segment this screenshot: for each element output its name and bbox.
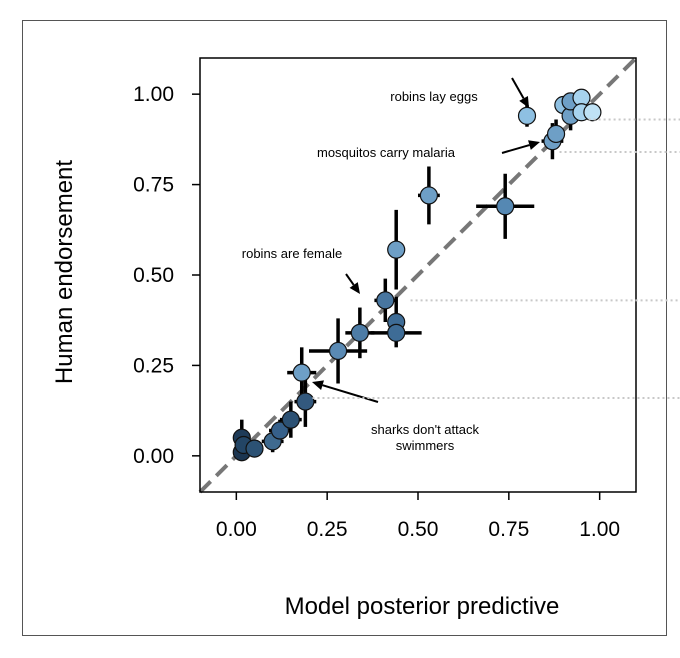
y-axis-label: Human endorsement [51, 160, 78, 384]
annotation-label-3-0: sharks don't attack [371, 422, 479, 437]
annotation-arrow-1 [501, 144, 530, 154]
data-point-5 [270, 421, 290, 440]
figure-frame [22, 20, 667, 636]
annotation-arrowhead-3 [312, 380, 324, 390]
x-tick-label-0: 0.00 [216, 518, 257, 541]
data-point-17 [517, 106, 537, 125]
y-tick-label-1: 0.25 [133, 354, 174, 377]
annotations-group: robins lay eggs mosquitos carry malaria ro… [242, 77, 540, 453]
points-group [232, 88, 602, 462]
y-tick-label-2: 0.50 [133, 264, 174, 287]
annotation-arrow-3 [322, 384, 379, 403]
annotation-label-0-0: robins lay eggs [390, 89, 478, 104]
y-tick-label-0: 0.00 [133, 445, 174, 468]
x-tick-label-3: 0.75 [488, 518, 529, 541]
data-point-13 [387, 323, 406, 342]
x-tick-label-1: 0.25 [307, 518, 348, 541]
annotation-arrowhead-2 [349, 282, 360, 294]
annotation-arrowhead-1 [528, 140, 540, 150]
annotation-arrow-2 [345, 273, 355, 286]
axes-group: 0.00 0.25 0.50 0.75 1.00 0.00 0.25 0.50 0.75 1.00 [133, 57, 637, 541]
data-point-11 [376, 291, 395, 310]
data-point-7 [292, 363, 311, 382]
data-point-25 [583, 103, 602, 122]
annotation-arrowhead-0 [519, 95, 529, 108]
x-tick-label-4: 1.00 [579, 518, 620, 541]
data-point-16 [496, 197, 515, 216]
annotation-label-3-1: swimmers [396, 438, 455, 453]
connector-lines-group [312, 118, 680, 399]
data-point-8 [296, 392, 315, 411]
data-point-9 [328, 341, 348, 361]
x-axis-label: Model posterior predictive [285, 593, 560, 620]
data-point-14 [387, 240, 406, 259]
data-point-3 [245, 439, 264, 458]
annotation-label-1-0: mosquitos carry malaria [317, 145, 456, 160]
data-point-19 [546, 124, 566, 144]
annotation-arrow-0 [511, 77, 525, 99]
annotation-label-2-0: robins are female [242, 246, 342, 261]
data-point-10 [350, 323, 369, 342]
y-tick-label-4: 1.00 [133, 83, 174, 106]
data-point-15 [419, 186, 438, 205]
data-point-6 [281, 410, 300, 429]
y-tick-label-3: 0.75 [133, 174, 174, 197]
x-tick-label-2: 0.50 [398, 518, 439, 541]
